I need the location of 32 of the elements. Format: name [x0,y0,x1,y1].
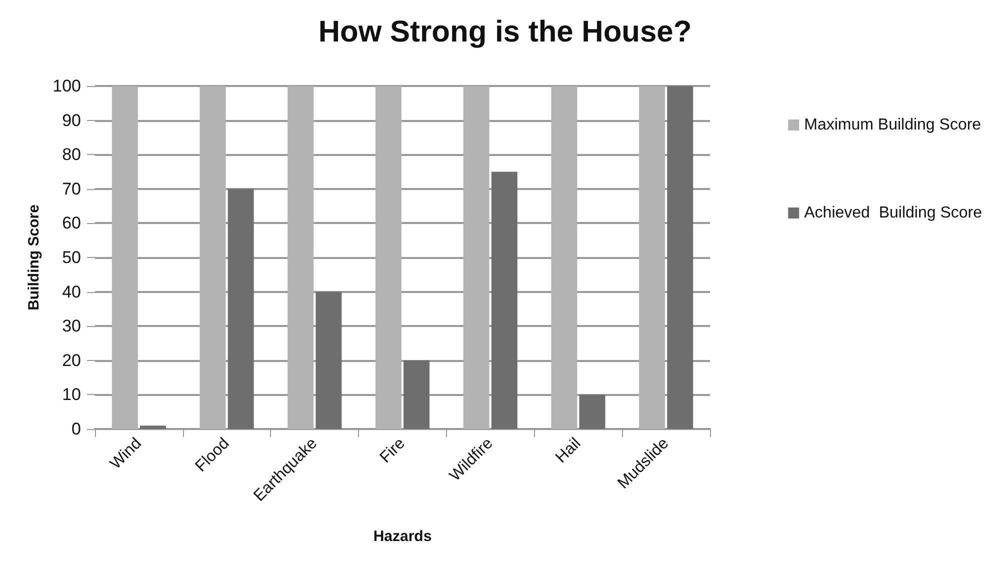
y-tick-label: 10 [62,385,81,404]
y-tick-label: 40 [62,282,81,302]
y-tick-label: 20 [62,350,81,370]
y-tick-label: 0 [72,420,81,438]
bar [375,86,402,429]
x-tick-label: Fire [377,434,409,466]
chart-title: How Strong is the House? [318,16,692,48]
legend-label: Maximum Building Score [804,116,982,134]
x-tick-label: Hail [552,434,584,466]
y-tick-label: 90 [62,110,81,130]
bar [639,86,666,429]
bar [112,86,138,429]
legend-label: Achieved Building Score [804,204,982,222]
y-axis-title: Building Score [26,204,43,310]
y-tick-label: 80 [62,145,81,164]
bar [200,86,226,429]
bar [288,86,314,429]
bar [579,394,606,429]
bar [551,86,578,429]
x-axis-title: Hazards [373,528,432,545]
bar [404,360,430,429]
bar [140,426,166,429]
bar [228,188,254,429]
bar [463,86,490,429]
bar [491,172,518,429]
y-tick-label: 60 [62,214,81,233]
y-tick-label: 100 [52,76,81,96]
bar [316,292,342,429]
bar [667,86,694,429]
y-tick-label: 70 [62,179,81,198]
y-tick-label: 30 [62,316,81,336]
y-tick-label: 50 [62,248,81,267]
